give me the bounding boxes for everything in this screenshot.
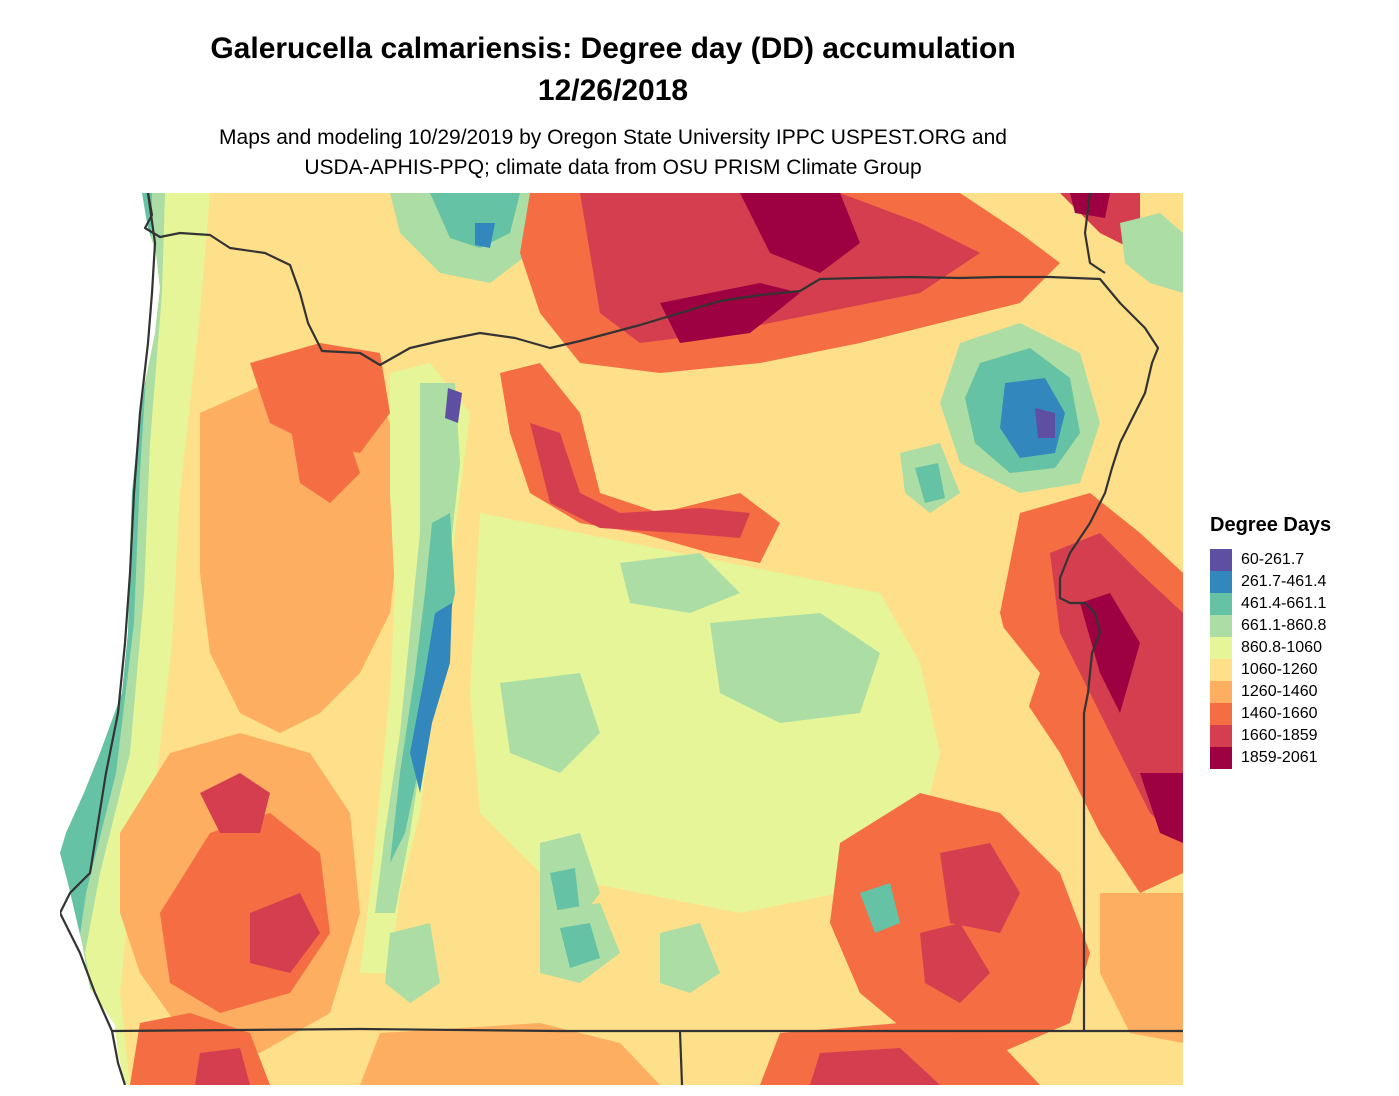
- degree-day-map: [60, 193, 1183, 1085]
- legend-swatch: [1210, 681, 1232, 703]
- legend-label: 1060-1260: [1241, 661, 1318, 678]
- legend-label: 661.1-860.8: [1241, 617, 1327, 634]
- degree-day-raster: [60, 193, 1183, 1085]
- legend-item: 1859-2061: [1210, 747, 1390, 769]
- legend-label: 1859-2061: [1241, 749, 1318, 766]
- legend-item: 860.8-1060: [1210, 637, 1390, 659]
- legend-swatch: [1210, 571, 1232, 593]
- legend-title: Degree Days: [1210, 514, 1332, 536]
- legend-label: 261.7-461.4: [1241, 573, 1327, 590]
- state-boundaries: [60, 193, 1183, 1085]
- legend-item: 1460-1660: [1210, 703, 1390, 725]
- legend-item: 261.7-461.4: [1210, 571, 1390, 593]
- legend: Degree Days 60-261.7 261.7-461.4 461.4-6…: [1210, 512, 1390, 769]
- legend-label: 60-261.7: [1241, 551, 1305, 568]
- legend-item: 461.4-661.1: [1210, 593, 1390, 615]
- legend-label: 860.8-1060: [1241, 639, 1322, 656]
- legend-swatch: [1210, 659, 1232, 681]
- legend-swatch: [1210, 637, 1232, 659]
- map-date: 12/26/2018: [537, 74, 689, 107]
- legend-item: 60-261.7: [1210, 549, 1390, 571]
- legend-label: 1460-1660: [1241, 705, 1318, 722]
- legend-swatch: [1210, 703, 1232, 725]
- map-credit-line-1: Maps and modeling 10/29/2019 by Oregon S…: [219, 126, 1007, 149]
- map-credit-line-2: USDA-APHIS-PPQ; climate data from OSU PR…: [304, 156, 922, 179]
- legend-label: 1660-1859: [1241, 727, 1318, 744]
- legend-swatch: [1210, 747, 1232, 769]
- legend-swatch: [1210, 615, 1232, 637]
- legend-swatch: [1210, 549, 1232, 571]
- legend-items: 60-261.7 261.7-461.4 461.4-661.1 661.1-8…: [1210, 549, 1390, 769]
- map-title: Galerucella calmariensis: Degree day (DD…: [210, 32, 1016, 65]
- legend-label: 461.4-661.1: [1241, 595, 1327, 612]
- legend-swatch: [1210, 725, 1232, 747]
- legend-item: 1660-1859: [1210, 725, 1390, 747]
- legend-item: 1260-1460: [1210, 681, 1390, 703]
- legend-item: 661.1-860.8: [1210, 615, 1390, 637]
- legend-item: 1060-1260: [1210, 659, 1390, 681]
- legend-swatch: [1210, 593, 1232, 615]
- legend-label: 1260-1460: [1241, 683, 1318, 700]
